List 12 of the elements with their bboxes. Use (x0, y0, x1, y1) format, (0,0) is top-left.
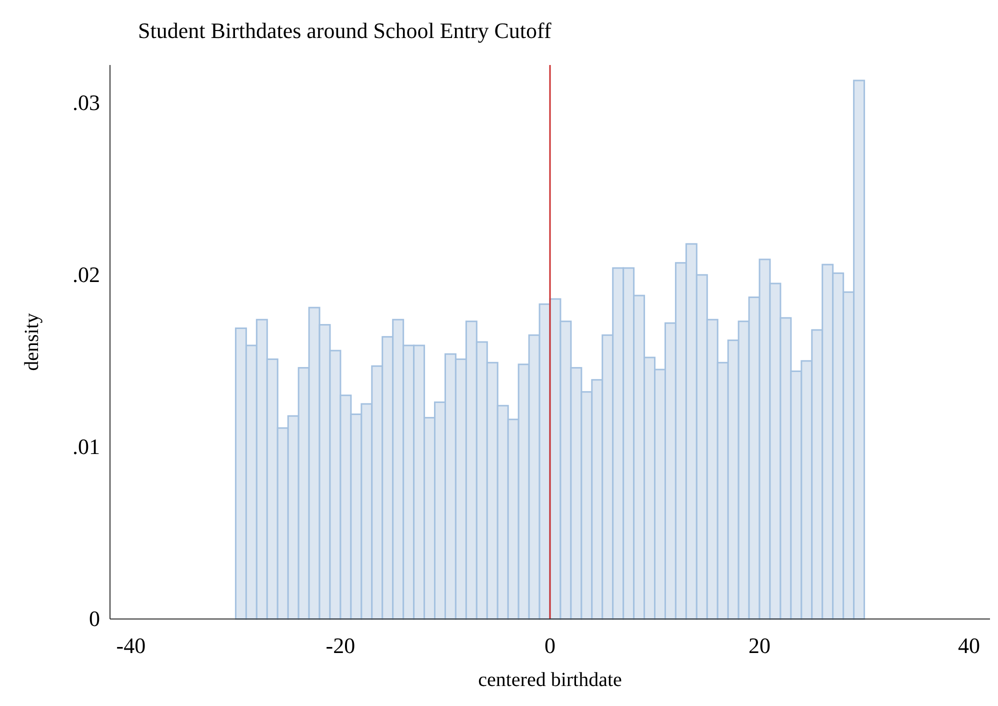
y-tick-label: 0 (89, 606, 100, 631)
y-tick-label: .03 (72, 90, 100, 115)
x-axis-title: centered birthdate (478, 669, 622, 691)
y-tick-label: .02 (72, 262, 100, 287)
x-tick-label: 0 (544, 633, 556, 658)
x-tick-label: 20 (748, 633, 771, 658)
chart-title: Student Birthdates around School Entry Cutoff (138, 18, 552, 43)
x-tick-label: -40 (116, 633, 146, 658)
y-axis-title: density (21, 313, 43, 371)
y-tick-label: .01 (72, 434, 100, 459)
x-tick-label: -20 (326, 633, 356, 658)
x-tick-label: 40 (958, 633, 980, 658)
